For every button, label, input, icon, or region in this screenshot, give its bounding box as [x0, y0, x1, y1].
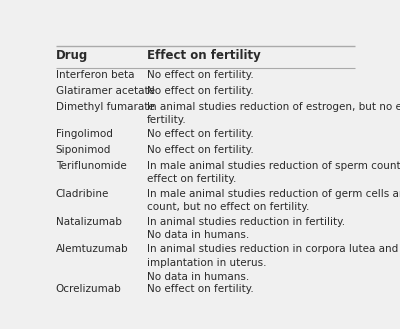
Text: No effect on fertility.: No effect on fertility. — [147, 129, 254, 139]
Text: Cladribine: Cladribine — [56, 189, 109, 199]
Text: Ocrelizumab: Ocrelizumab — [56, 285, 121, 294]
Text: Teriflunomide: Teriflunomide — [56, 161, 126, 171]
Text: Effect on fertility: Effect on fertility — [147, 49, 261, 62]
Text: Glatiramer acetate: Glatiramer acetate — [56, 86, 154, 96]
Text: No effect on fertility.: No effect on fertility. — [147, 285, 254, 294]
Text: No effect on fertility.: No effect on fertility. — [147, 70, 254, 80]
Text: In male animal studies reduction of sperm count, but no
effect on fertility.: In male animal studies reduction of sper… — [147, 161, 400, 185]
Text: Dimethyl fumarate: Dimethyl fumarate — [56, 102, 154, 112]
Text: Fingolimod: Fingolimod — [56, 129, 112, 139]
Text: Interferon beta: Interferon beta — [56, 70, 134, 80]
Text: Alemtuzumab: Alemtuzumab — [56, 244, 128, 254]
Text: Siponimod: Siponimod — [56, 145, 111, 155]
Text: In animal studies reduction in fertility.
No data in humans.: In animal studies reduction in fertility… — [147, 216, 345, 240]
Text: Drug: Drug — [56, 49, 88, 62]
Text: Natalizumab: Natalizumab — [56, 216, 122, 227]
Text: No effect on fertility.: No effect on fertility. — [147, 86, 254, 96]
Text: No effect on fertility.: No effect on fertility. — [147, 145, 254, 155]
Text: In male animal studies reduction of germ cells and sperm
count, but no effect on: In male animal studies reduction of germ… — [147, 189, 400, 212]
Text: In animal studies reduction in corpora lutea and
implantation in uterus.
No data: In animal studies reduction in corpora l… — [147, 244, 398, 282]
Text: In animal studies reduction of estrogen, but no effect on
fertility.: In animal studies reduction of estrogen,… — [147, 102, 400, 125]
